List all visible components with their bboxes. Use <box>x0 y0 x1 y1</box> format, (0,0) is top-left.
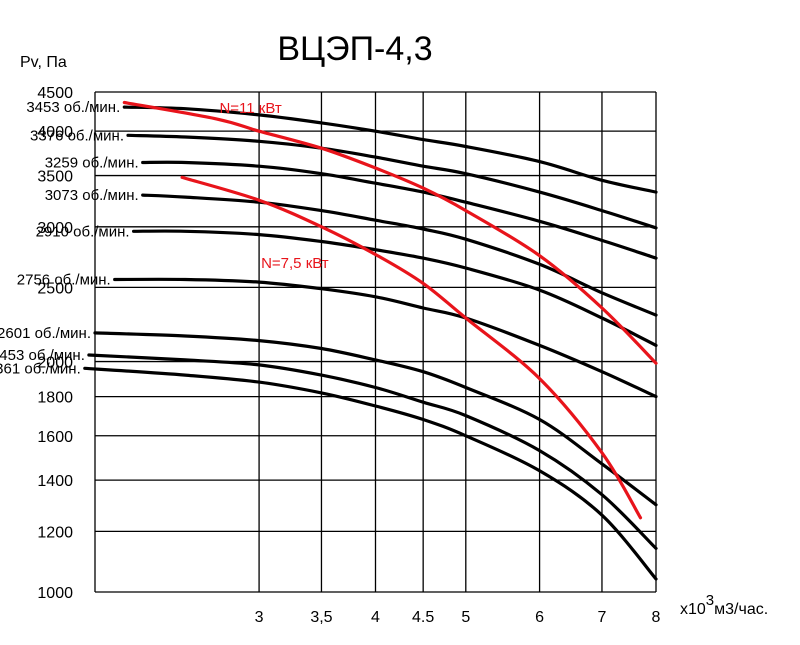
y-tick-label-3000: 3000 <box>37 220 73 237</box>
x-axis-label: x103м3/час. <box>680 592 768 618</box>
speed-label-3259-об-мин: 3259 об./мин. <box>45 155 139 172</box>
x-tick-label-3-5: 3,5 <box>310 609 332 626</box>
y-tick-label-2500: 2500 <box>37 280 73 297</box>
y-tick-label-1000: 1000 <box>37 585 73 602</box>
x-tick-label-6: 6 <box>535 609 544 626</box>
power-label-n-11-квт: N=11 кВт <box>219 100 281 117</box>
y-tick-label-1200: 1200 <box>37 524 73 541</box>
y-tick-label-4500: 4500 <box>37 85 73 102</box>
speed-curve-2453-об-мин <box>87 353 658 550</box>
curve-labels: 3453 об./мин.3376 об./мин.3259 об./мин.3… <box>0 99 329 377</box>
power-curve-n-7-5-квт <box>180 175 643 520</box>
speed-curve-3453-об-мин <box>122 105 658 194</box>
speed-curve-3376-об-мин <box>126 133 658 230</box>
speed-curve-3073-об-мин <box>141 193 658 317</box>
y-tick-label-1400: 1400 <box>37 473 73 490</box>
x-tick-label-5: 5 <box>461 609 470 626</box>
y-axis-label: Pv, Па <box>20 54 67 71</box>
y-tick-label-3500: 3500 <box>37 169 73 186</box>
speed-label-3376-об-мин: 3376 об./мин. <box>30 127 124 144</box>
speed-curve-2756-об-мин <box>113 277 658 399</box>
x-axis-label-unit: м3/час. <box>714 601 768 618</box>
y-tick-label-1600: 1600 <box>37 429 73 446</box>
y-tick-labels: 1000 1200 1400 1600 1800 2000 2500 3000 3500 4000… <box>37 85 73 602</box>
speed-label-2601-об-мин: 2601 об./мин. <box>0 325 91 342</box>
speed-curve-2601-об-мин <box>93 331 658 507</box>
speed-label-2756-об-мин: 2756 об./мин. <box>17 272 111 289</box>
x-tick-label-7: 7 <box>598 609 607 626</box>
y-tick-label-2000: 2000 <box>37 355 73 372</box>
speed-label-3453-об-мин: 3453 об./мин. <box>26 99 120 116</box>
y-tick-label-1800: 1800 <box>37 390 73 407</box>
x-tick-labels: 3 3,5 4 4.5 5 6 7 8 <box>255 609 661 626</box>
x-tick-label-8: 8 <box>652 609 661 626</box>
speed-label-3073-об-мин: 3073 об./мин. <box>45 187 139 204</box>
x-tick-label-4-5: 4.5 <box>412 609 434 626</box>
speed-label-2453-об-мин: 2453 об./мин. <box>0 347 85 364</box>
x-tick-label-4: 4 <box>371 609 380 626</box>
x-axis-label-multiplier: x10 <box>680 601 706 618</box>
performance-curves <box>83 100 658 581</box>
y-tick-label-4000: 4000 <box>37 124 73 141</box>
x-tick-label-3: 3 <box>255 609 264 626</box>
x-axis-label-exponent: 3 <box>706 592 714 609</box>
chart-title: ВЦЭП-4,3 <box>277 30 432 68</box>
speed-curve-3259-об-мин <box>141 160 658 260</box>
power-label-n-7-5-квт: N=7,5 кВт <box>261 255 329 272</box>
speed-curve-2910-об-мин <box>132 229 658 347</box>
speed-label-2910-об-мин: 2910 об./мин. <box>36 223 130 240</box>
speed-label-2361-об-мин: 2361 об./мин. <box>0 360 81 377</box>
power-curve-n-11-квт <box>122 100 658 365</box>
speed-curve-2361-об-мин <box>83 366 658 581</box>
